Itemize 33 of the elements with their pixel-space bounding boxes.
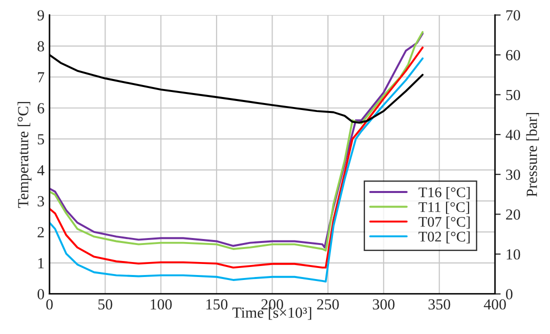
x-tick-label: 150: [206, 299, 228, 310]
legend-label: T11 [°C]: [418, 202, 470, 214]
x-tick-label: 50: [98, 299, 112, 310]
x-tick-label: 300: [372, 299, 394, 310]
y2-tick-label: 40: [506, 130, 520, 140]
y2-tick-label: 10: [506, 249, 520, 260]
y-axis-title: Temperature [°C]: [18, 102, 32, 208]
y2-tick-label: 70: [506, 10, 520, 20]
x-tick-label: 350: [428, 299, 450, 310]
y-tick-label: 2: [38, 227, 44, 238]
x-tick-label: 200: [261, 299, 284, 310]
y-tick-label: 5: [38, 134, 44, 144]
y2-axis-title: Pressure [bar]: [526, 112, 539, 197]
y-tick-label: 6: [38, 103, 44, 114]
x-tick-label: 400: [484, 299, 506, 310]
legend-label: T16 [°C]: [418, 186, 470, 200]
legend-label: T02 [°C]: [418, 231, 470, 244]
x-tick-label: 0: [46, 299, 53, 310]
y-tick-label: 8: [38, 41, 44, 52]
y2-tick-label: 60: [506, 50, 520, 60]
legend-label: T07 [°C]: [418, 216, 470, 229]
x-tick-label: 100: [150, 299, 172, 310]
y2-tick-label: 20: [506, 209, 520, 220]
y-tick-label: 4: [37, 165, 44, 176]
y-tick-label: 1: [38, 258, 44, 268]
y-tick-label: 0: [38, 289, 44, 300]
y-tick-label: 9: [37, 10, 44, 20]
y2-tick-label: 30: [506, 170, 520, 180]
x-tick-label: 250: [317, 299, 339, 310]
y-tick-label: 7: [38, 72, 44, 82]
y-tick-label: 3: [38, 196, 44, 206]
y2-tick-label: 0: [506, 289, 512, 300]
y2-tick-label: 50: [506, 90, 520, 100]
